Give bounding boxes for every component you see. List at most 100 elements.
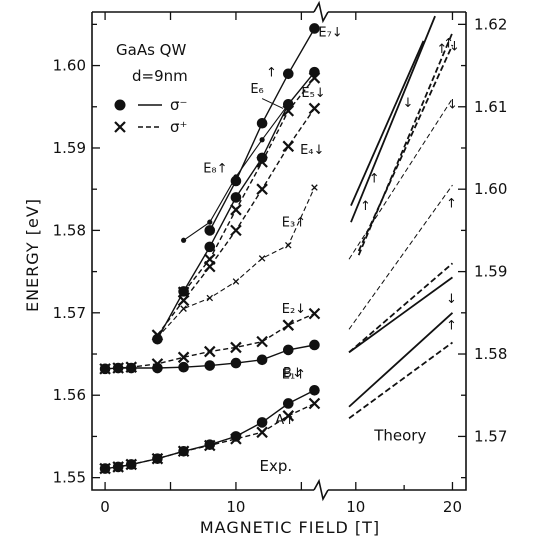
data-point-E2	[308, 307, 321, 320]
data-point-E1	[230, 357, 242, 369]
legend-entry-sigma-minus: σ⁻	[170, 96, 187, 114]
series-line-E5	[183, 77, 316, 293]
series-line-E7	[209, 28, 316, 231]
data-point-B	[125, 459, 137, 470]
data-point-E4	[282, 140, 295, 153]
data-point-E1	[204, 360, 216, 371]
series-label: ↑	[266, 65, 277, 80]
bottom-axis-break	[313, 478, 329, 502]
data-point-A	[308, 397, 321, 410]
exp-panel-label: Exp.	[259, 457, 292, 475]
data-point-E7	[282, 68, 294, 80]
data-point-E8	[207, 219, 213, 225]
theory-line-6	[348, 98, 453, 260]
series-label: A↑	[275, 413, 295, 428]
theory-line-4	[348, 262, 454, 354]
y-axis-label: ENERGY [eV]	[23, 198, 42, 312]
data-point-E7	[309, 23, 320, 34]
theory-line-1	[348, 312, 454, 408]
theory-line-2	[348, 341, 453, 420]
data-point-E8	[285, 101, 291, 107]
theory-y-tick-label: 1.59	[474, 263, 507, 281]
theory-y-tick-label: 1.60	[474, 180, 507, 198]
data-point-E2	[151, 358, 164, 370]
legend-entry-sigma-plus: σ⁺	[170, 118, 187, 136]
data-point-E5	[230, 204, 242, 216]
theory-spin-arrow: ↑	[369, 172, 380, 187]
theory-x-tick-label: 20	[443, 498, 462, 516]
data-point-E1	[282, 344, 294, 356]
data-point-E2	[203, 345, 216, 358]
data-point-B	[152, 453, 163, 464]
theory-line-8	[350, 40, 425, 207]
data-point-B	[204, 439, 216, 450]
data-point-B	[99, 463, 111, 474]
data-point-E1	[256, 354, 268, 366]
data-point-B	[256, 417, 268, 428]
data-point-E6	[309, 66, 320, 78]
exp-y-tick-label: 1.57	[53, 304, 86, 322]
series-line-E2	[105, 312, 315, 370]
data-point-E4	[308, 102, 321, 115]
theory-panel-label: Theory	[373, 427, 426, 445]
exp-x-tick-label: 10	[226, 498, 245, 516]
data-point-E1	[178, 361, 189, 373]
theory-line-3	[348, 276, 453, 354]
data-point-E7	[230, 175, 242, 187]
data-point-E8	[181, 237, 187, 243]
theory-y-tick-label: 1.57	[474, 427, 507, 445]
series-label: E₈↑	[203, 162, 227, 177]
theory-line-5	[348, 184, 453, 330]
data-point-E6	[230, 192, 242, 203]
series-label: E₃↑	[282, 215, 306, 230]
series-line-B	[105, 389, 315, 470]
experiment-panel: E₇↓ E₆↑ E₅↓ E₄↓ E₈↑ E₃↑ E₂↓ E₁↑B↓ A↑	[99, 23, 343, 475]
theory-spin-arrow: ↑	[446, 196, 457, 211]
x-axis-left	[91, 12, 314, 491]
legend-title-line2: d=9nm	[132, 67, 188, 85]
theory-spin-arrow: ↓	[447, 97, 458, 112]
exp-y-tick-label: 1.58	[53, 221, 86, 239]
data-point-E3	[232, 278, 240, 285]
data-point-E3	[206, 294, 214, 302]
data-point-E6	[204, 241, 216, 253]
data-point-E7	[256, 117, 268, 129]
exp-y-tick-label: 1.60	[53, 57, 86, 75]
data-point-B	[178, 445, 189, 457]
theory-spin-arrow: ↑	[360, 199, 371, 214]
data-point-E3	[285, 241, 292, 249]
series-label: E₇↓	[318, 26, 342, 41]
theory-y-tick-label: 1.62	[474, 15, 507, 33]
data-point-E2	[256, 335, 268, 348]
data-point-E8	[259, 137, 265, 143]
data-point-B	[112, 461, 124, 473]
data-point-E5	[203, 253, 216, 266]
data-point-B	[309, 384, 320, 396]
data-point-E2	[282, 319, 295, 331]
data-point-A	[282, 410, 295, 422]
theory-spin-arrow: ↓	[449, 40, 460, 55]
exp-y-tick-label: 1.59	[53, 139, 86, 157]
legend-cross-marker	[114, 121, 126, 133]
e6-pointer-line	[261, 98, 284, 109]
theory-spin-arrow: ↓	[446, 292, 457, 307]
theory-x-tick-label: 10	[346, 498, 365, 516]
theory-spin-arrow: ↑	[443, 36, 454, 51]
data-point-B	[282, 398, 294, 409]
x-axis-label: MAGNETIC FIELD [T]	[200, 518, 380, 537]
exp-y-tick-label: 1.56	[53, 386, 86, 404]
exp-x-tick-label: 0	[100, 498, 110, 516]
series-label: E₄↓	[300, 143, 324, 158]
series-label: E₅↓	[301, 86, 325, 101]
data-point-E3	[180, 305, 187, 312]
data-point-E2	[177, 351, 190, 364]
data-point-E3	[311, 184, 318, 191]
legend-dot-marker	[114, 99, 126, 111]
theory-panel: ↑↓↑↓↑↑↓↓↑↑Theory	[348, 15, 460, 445]
theory-spin-arrow: ↑	[446, 318, 457, 333]
series-label: E₁↑	[282, 368, 306, 383]
data-point-E2	[99, 363, 111, 375]
legend: GaAs QW d=9nm σ⁻ σ⁺	[114, 41, 188, 136]
series-line-E8	[183, 103, 289, 241]
data-point-E6	[256, 152, 268, 164]
